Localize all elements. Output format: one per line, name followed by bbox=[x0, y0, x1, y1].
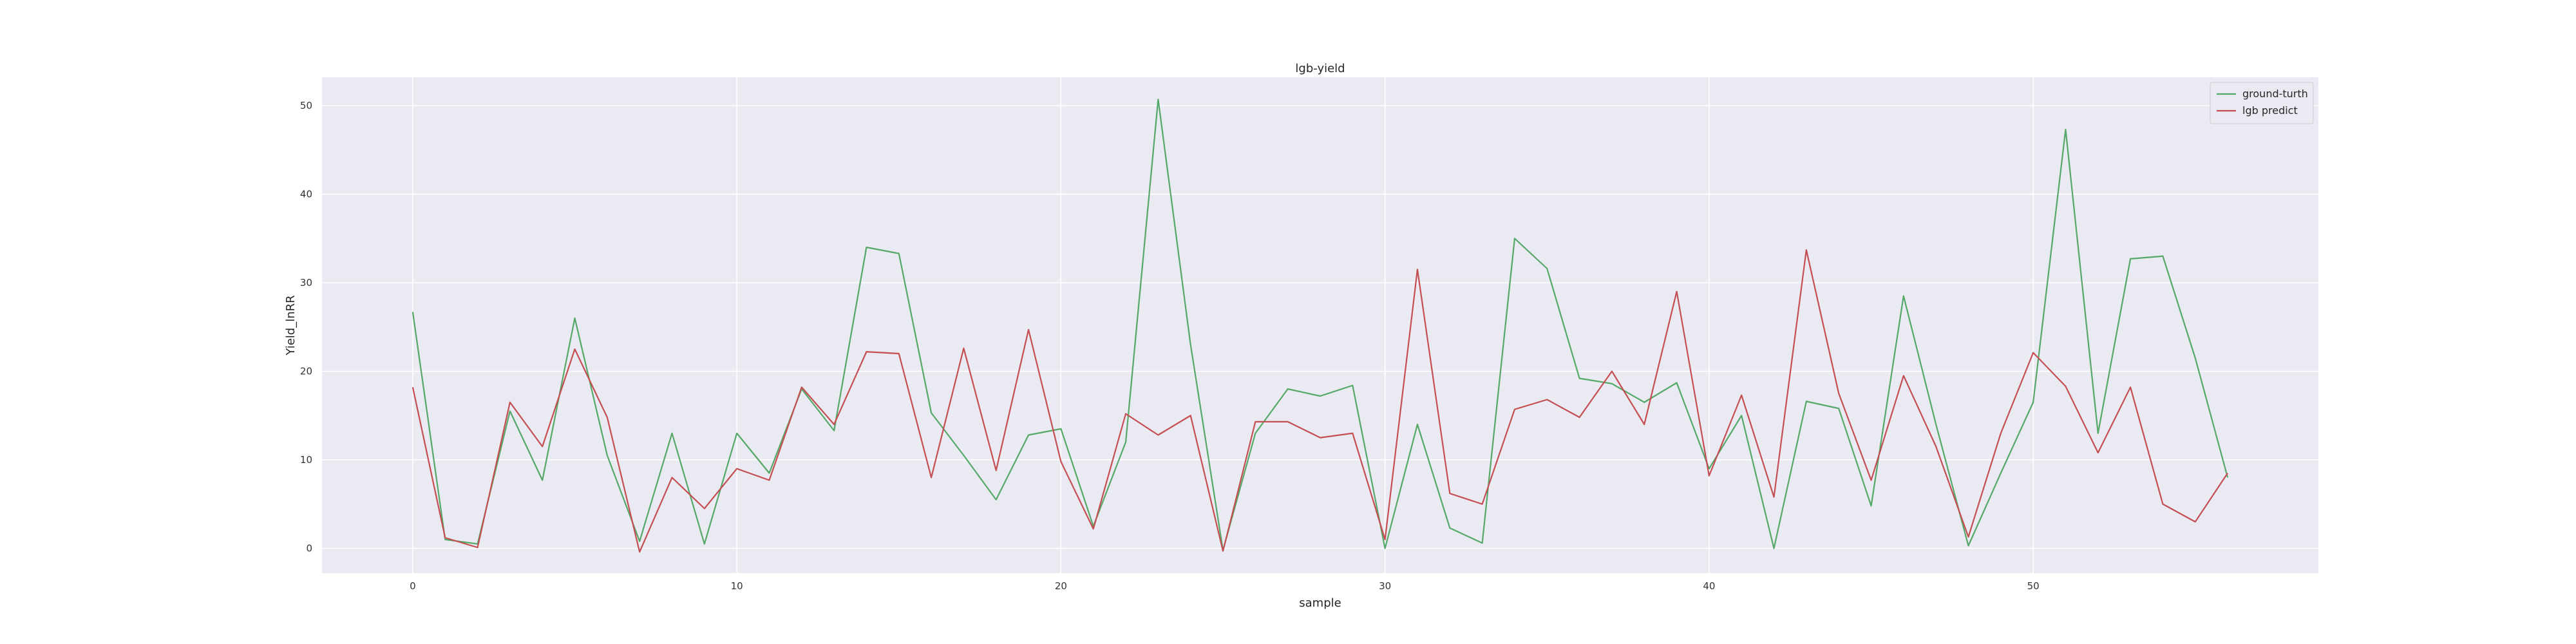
x-tick-label: 10 bbox=[731, 580, 743, 592]
plot-background bbox=[322, 77, 2318, 573]
series-layer bbox=[412, 99, 2229, 553]
y-tick-label: 40 bbox=[300, 189, 312, 200]
y-tick-label: 0 bbox=[306, 543, 312, 554]
x-tick-label: 30 bbox=[1379, 580, 1391, 592]
x-tick-label: 20 bbox=[1055, 580, 1067, 592]
legend-label: lgb predict bbox=[2242, 104, 2298, 117]
series-line-lgb-predict bbox=[412, 249, 2229, 553]
series-line-ground-truth bbox=[412, 99, 2229, 551]
chart-title: lgb-yield bbox=[1295, 62, 1345, 75]
y-tick-label: 50 bbox=[300, 100, 312, 111]
legend-box bbox=[2210, 82, 2314, 124]
y-tick-label: 30 bbox=[300, 277, 312, 289]
y-tick-labels: 0 10 20 30 40 50 bbox=[300, 100, 312, 554]
y-tick-label: 20 bbox=[300, 366, 312, 377]
x-tick-labels: 0 10 20 30 40 50 bbox=[410, 580, 2040, 592]
legend: ground-turth lgb predict bbox=[2210, 82, 2314, 124]
x-tick-label: 40 bbox=[1703, 580, 1715, 592]
y-tick-label: 10 bbox=[300, 454, 312, 466]
x-tick-label: 0 bbox=[410, 580, 416, 592]
x-tick-label: 50 bbox=[2027, 580, 2040, 592]
legend-label: ground-turth bbox=[2242, 88, 2308, 100]
x-axis-label: sample bbox=[1299, 596, 1341, 610]
grid-lines bbox=[322, 77, 2318, 573]
y-axis-label: Yield_lnRR bbox=[284, 295, 298, 355]
